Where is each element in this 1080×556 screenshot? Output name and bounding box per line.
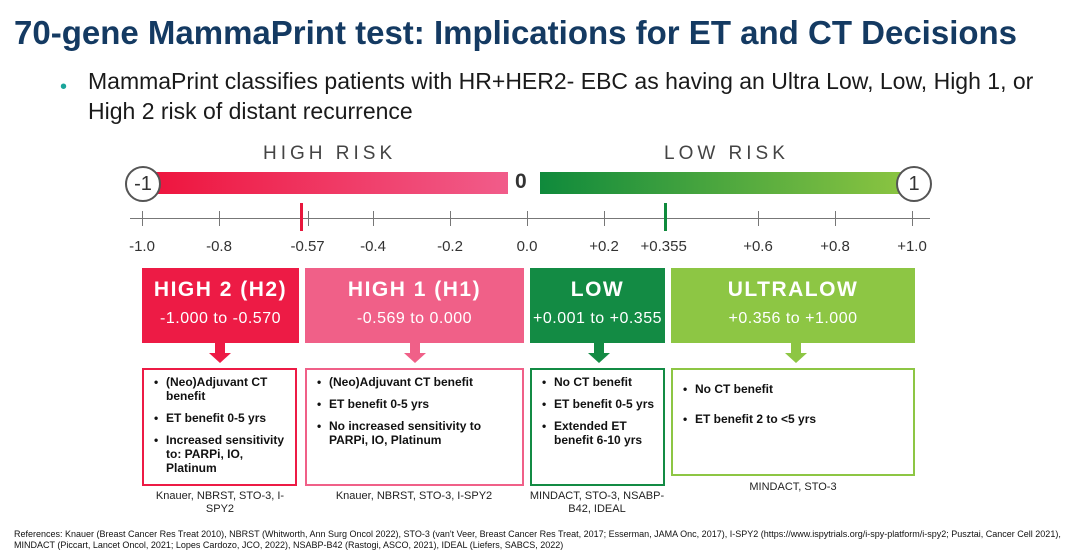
scale-tick-label: +1.0 xyxy=(897,238,927,255)
category-range: +0.001 to +0.355 xyxy=(533,310,662,327)
studies-ultralow: MINDACT, STO-3 xyxy=(749,481,837,493)
benefit-item: (Neo)Adjuvant CT benefit xyxy=(317,375,514,389)
scale-tick xyxy=(835,211,836,226)
benefit-item: ET benefit 0-5 yrs xyxy=(154,411,287,425)
scale-tick xyxy=(527,211,528,226)
scale-tick-label: -0.4 xyxy=(360,238,386,255)
arrow-down-icon xyxy=(594,343,604,353)
arrow-down-icon xyxy=(209,353,231,363)
scale-tick-label: +0.6 xyxy=(743,238,773,255)
bullet-text: MammaPrint classifies patients with HR+H… xyxy=(88,68,1034,124)
benefit-item: No CT benefit xyxy=(683,382,905,396)
benefit-item: (Neo)Adjuvant CT benefit xyxy=(154,375,287,403)
arrow-down-icon xyxy=(410,343,420,353)
arrow-down-icon xyxy=(785,353,807,363)
category-box-ultralow: ULTRALOW +0.356 to +1.000 xyxy=(671,268,915,343)
arrow-down-icon xyxy=(791,343,801,353)
benefit-item: No increased sensitivity to PARPi, IO, P… xyxy=(317,419,514,447)
category-name: ULTRALOW xyxy=(727,278,859,301)
studies-high2: Knauer, NBRST, STO-3, I-SPY2 xyxy=(155,490,285,515)
arrow-down-icon xyxy=(215,343,225,353)
left-end-circle: -1 xyxy=(125,166,161,202)
center-zero-label: 0 xyxy=(515,170,527,193)
studies-low: MINDACT, STO-3, NSABP-B42, IDEAL xyxy=(529,490,665,515)
scale-tick xyxy=(307,211,309,226)
low-risk-gradient-bar xyxy=(540,172,908,194)
scale-axis-line xyxy=(130,218,930,219)
category-range: -1.000 to -0.570 xyxy=(160,310,281,327)
high-risk-label: HIGH RISK xyxy=(263,143,397,164)
scale-tick xyxy=(219,211,220,226)
page-title: 70-gene MammaPrint test: Implications fo… xyxy=(14,14,1018,51)
category-box-high1: HIGH 1 (H1) -0.569 to 0.000 xyxy=(305,268,524,343)
benefit-item: Extended ET benefit 6-10 yrs xyxy=(542,419,655,447)
detail-box-high1: (Neo)Adjuvant CT benefit ET benefit 0-5 … xyxy=(305,368,524,486)
references: References: Knauer (Breast Cancer Res Tr… xyxy=(14,529,1061,550)
high-risk-gradient-bar xyxy=(140,172,508,194)
scale-tick-label: 0.0 xyxy=(516,238,538,255)
category-box-high2: HIGH 2 (H2) -1.000 to -0.570 xyxy=(142,268,299,343)
scale-tick-label: -0.2 xyxy=(437,238,463,255)
scale-tick-label: +0.355 xyxy=(640,238,687,255)
detail-box-low: No CT benefit ET benefit 0-5 yrs Extende… xyxy=(530,368,665,486)
benefit-item: No CT benefit xyxy=(542,375,655,389)
category-range: -0.569 to 0.000 xyxy=(356,310,473,327)
scale-tick xyxy=(373,211,374,226)
category-range: +0.356 to +1.000 xyxy=(728,310,858,327)
arrow-down-icon xyxy=(588,353,610,363)
category-name: HIGH 2 (H2) xyxy=(153,278,288,301)
scale-tick xyxy=(604,211,605,226)
low-threshold-marker xyxy=(664,203,667,231)
scale-tick xyxy=(912,211,913,226)
scale-tick xyxy=(142,211,143,226)
benefit-item: ET benefit 0-5 yrs xyxy=(317,397,514,411)
high-threshold-marker xyxy=(300,203,303,231)
studies-high1: Knauer, NBRST, STO-3, I-SPY2 xyxy=(335,490,493,502)
detail-box-ultralow: No CT benefit ET benefit 2 to <5 yrs xyxy=(671,368,915,476)
detail-box-high2: (Neo)Adjuvant CT benefit ET benefit 0-5 … xyxy=(142,368,297,486)
category-name: HIGH 1 (H1) xyxy=(347,278,482,301)
scale-tick-label: +0.2 xyxy=(589,238,619,255)
scale-tick-label: -0.8 xyxy=(206,238,232,255)
scale-tick xyxy=(758,211,759,226)
arrow-down-icon xyxy=(404,353,426,363)
scale-tick xyxy=(450,211,451,226)
benefit-item: ET benefit 0-5 yrs xyxy=(542,397,655,411)
scale-tick-label: -1.0 xyxy=(129,238,155,255)
low-risk-label: LOW RISK xyxy=(664,143,789,164)
benefit-item: ET benefit 2 to <5 yrs xyxy=(683,412,905,426)
category-box-low: LOW +0.001 to +0.355 xyxy=(530,268,665,343)
right-end-circle: 1 xyxy=(896,166,932,202)
bullet-marker: • xyxy=(60,76,68,98)
scale-tick-label: -0.57 xyxy=(290,238,325,255)
category-name: LOW xyxy=(570,278,625,301)
scale-tick-label: +0.8 xyxy=(820,238,850,255)
benefit-item: Increased sensitivity to: PARPi, IO, Pla… xyxy=(154,433,287,475)
